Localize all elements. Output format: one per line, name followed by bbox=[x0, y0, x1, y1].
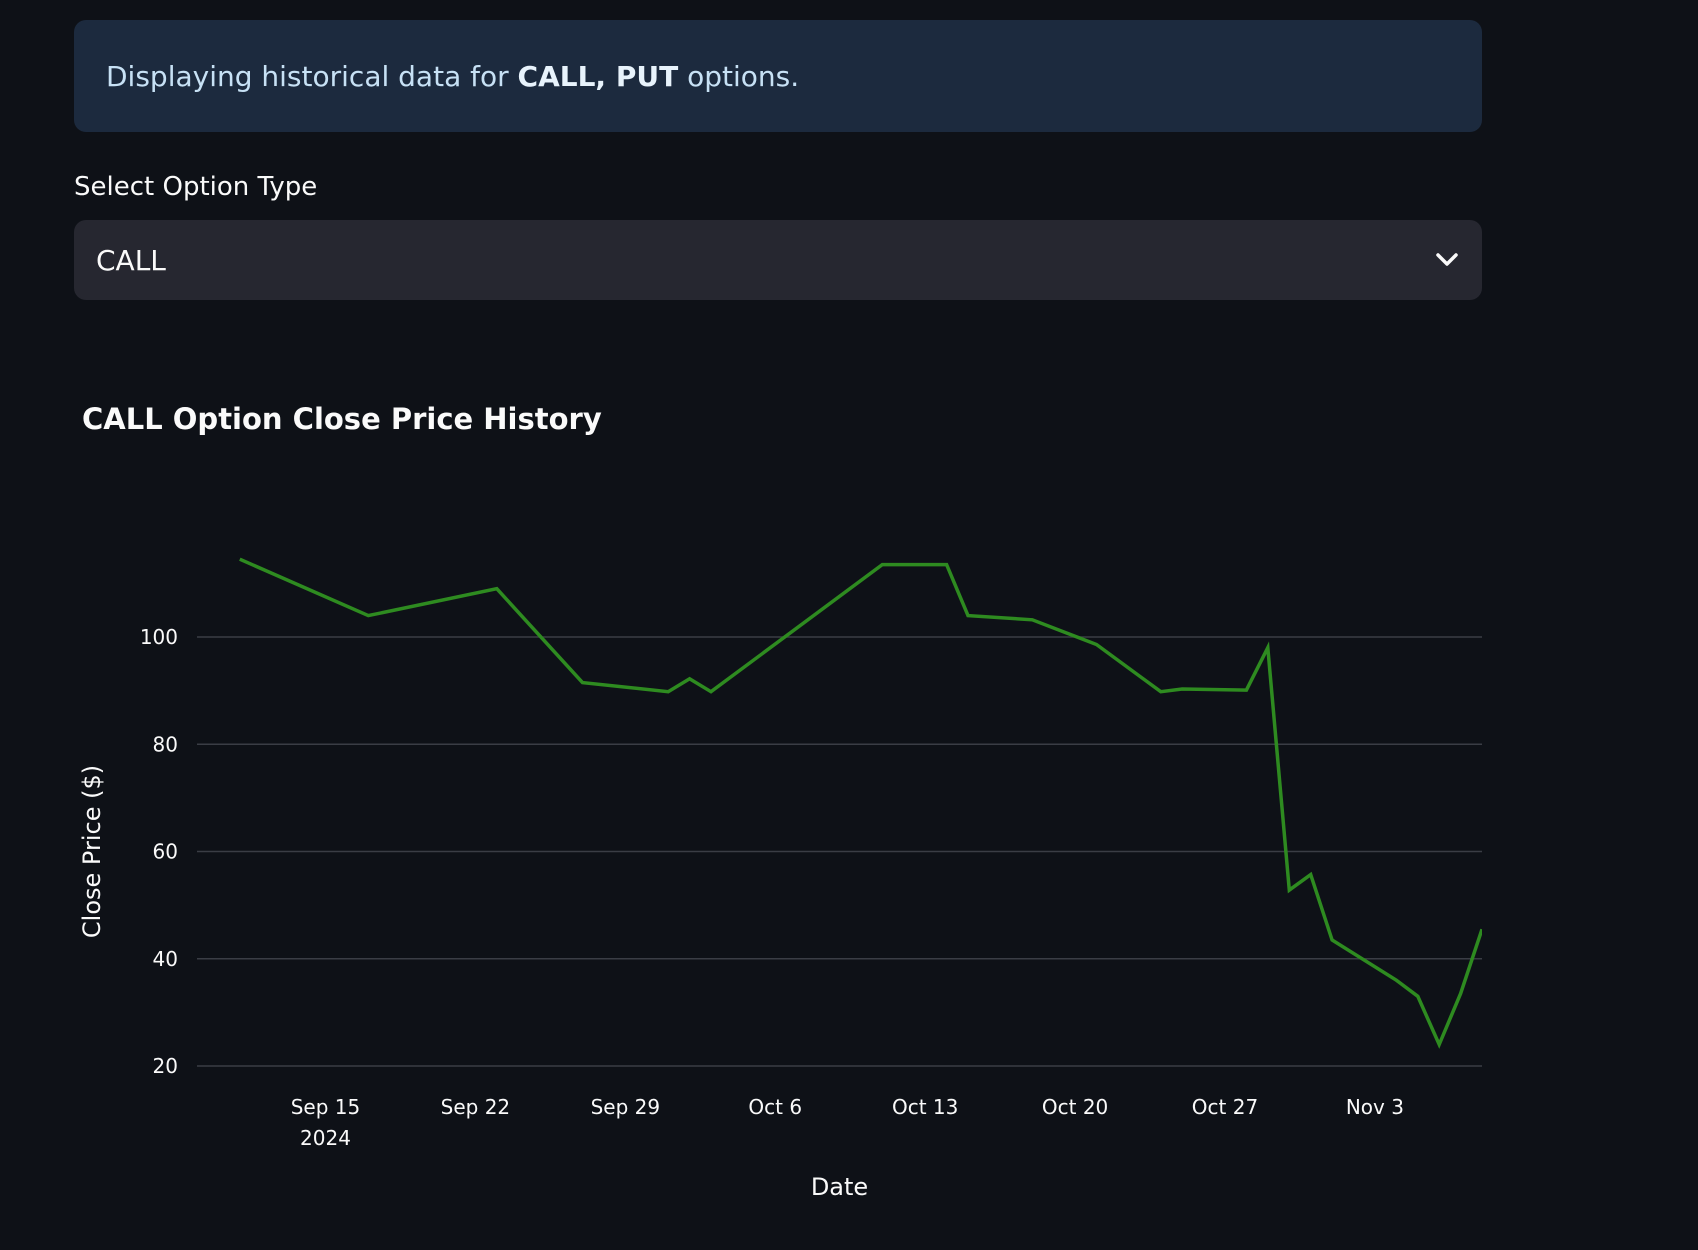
x-axis-label: Date bbox=[811, 1173, 868, 1201]
x-tick-label: Sep 22 bbox=[441, 1095, 511, 1119]
option-type-selected-value: CALL bbox=[96, 243, 166, 277]
info-prefix: Displaying historical data for bbox=[106, 59, 518, 93]
info-option-types: CALL, PUT bbox=[517, 59, 679, 93]
chart-svg: 20 40 60 80 100 Sep 15 2024 Sep 22 Sep 29 Oct 6 Oc… bbox=[78, 557, 1484, 1201]
option-type-select[interactable]: CALL bbox=[74, 220, 1482, 300]
y-axis-label: Close Price ($) bbox=[78, 765, 106, 938]
y-tick-label: 100 bbox=[140, 625, 178, 649]
select-option-type-label: Select Option Type bbox=[74, 172, 318, 202]
info-alert: Displaying historical data for CALL, PUT… bbox=[74, 20, 1482, 132]
info-suffix: options. bbox=[678, 59, 800, 93]
x-tick-sublabel: 2024 bbox=[300, 1126, 351, 1150]
x-tick-label: Nov 3 bbox=[1346, 1095, 1404, 1119]
y-tick-label: 20 bbox=[153, 1054, 178, 1078]
y-tick-label: 40 bbox=[153, 947, 178, 971]
chevron-down-icon[interactable] bbox=[1434, 247, 1460, 273]
price-history-chart: CALL Option Close Price History 20 40 60 80… bbox=[74, 330, 1484, 1246]
series-line-0 bbox=[239, 557, 1484, 1049]
info-message: Displaying historical data for CALL, PUT… bbox=[106, 60, 799, 93]
x-tick-label: Oct 20 bbox=[1042, 1095, 1108, 1119]
x-tick-label: Sep 29 bbox=[591, 1095, 661, 1119]
chart-title: CALL Option Close Price History bbox=[82, 402, 602, 436]
x-tick-label: Oct 27 bbox=[1192, 1095, 1258, 1119]
y-tick-label: 80 bbox=[153, 732, 178, 756]
y-tick-label: 60 bbox=[153, 840, 178, 864]
x-tick-label: Oct 6 bbox=[748, 1095, 802, 1119]
x-tick-label: Sep 15 bbox=[291, 1095, 361, 1119]
x-tick-label: Oct 13 bbox=[892, 1095, 958, 1119]
